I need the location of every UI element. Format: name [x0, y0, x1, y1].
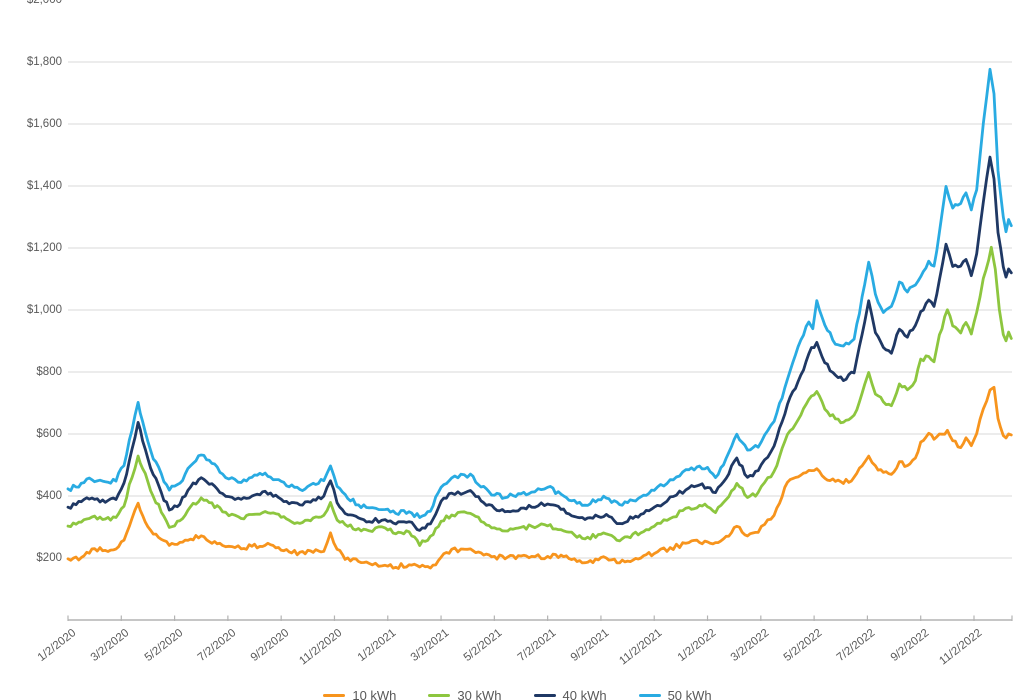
- legend-label: 10 kWh: [352, 688, 397, 700]
- y-axis-tick-label: $1,600: [26, 118, 62, 130]
- y-axis-tick-label: $800: [36, 366, 62, 378]
- legend-swatch: [533, 693, 556, 698]
- series-line-40-kwh: [66, 155, 1013, 532]
- y-axis-tick-label: $1,000: [26, 304, 62, 316]
- y-axis-tick-label: $2,000: [26, 0, 62, 6]
- y-axis-tick-label: $1,400: [26, 180, 62, 192]
- legend-swatch: [638, 693, 661, 698]
- y-axis-tick-label: $1,800: [26, 56, 62, 68]
- series-line-50-kwh: [66, 67, 1013, 519]
- legend-label: 40 kWh: [562, 688, 607, 700]
- series-line-30-kwh: [66, 245, 1013, 547]
- y-axis-tick-label: $200: [36, 552, 62, 564]
- y-axis-tick-label: $400: [36, 490, 62, 502]
- legend-item: 10 kWh: [323, 688, 396, 700]
- legend-item: 30 kWh: [428, 688, 502, 700]
- chart-legend: 10 kWh 30 kWh 40 kWh 50 kWh: [0, 688, 1035, 700]
- y-axis-tick-label: $600: [36, 428, 62, 440]
- legend-swatch: [428, 693, 451, 698]
- legend-item: 40 kWh: [533, 688, 607, 700]
- legend-label: 30 kWh: [457, 688, 502, 700]
- legend-label: 50 kWh: [667, 688, 712, 700]
- legend-swatch: [323, 693, 346, 698]
- series-line-10-kwh: [66, 385, 1013, 570]
- legend-item: 50 kWh: [638, 688, 712, 700]
- y-axis-tick-label: $1,200: [26, 242, 62, 254]
